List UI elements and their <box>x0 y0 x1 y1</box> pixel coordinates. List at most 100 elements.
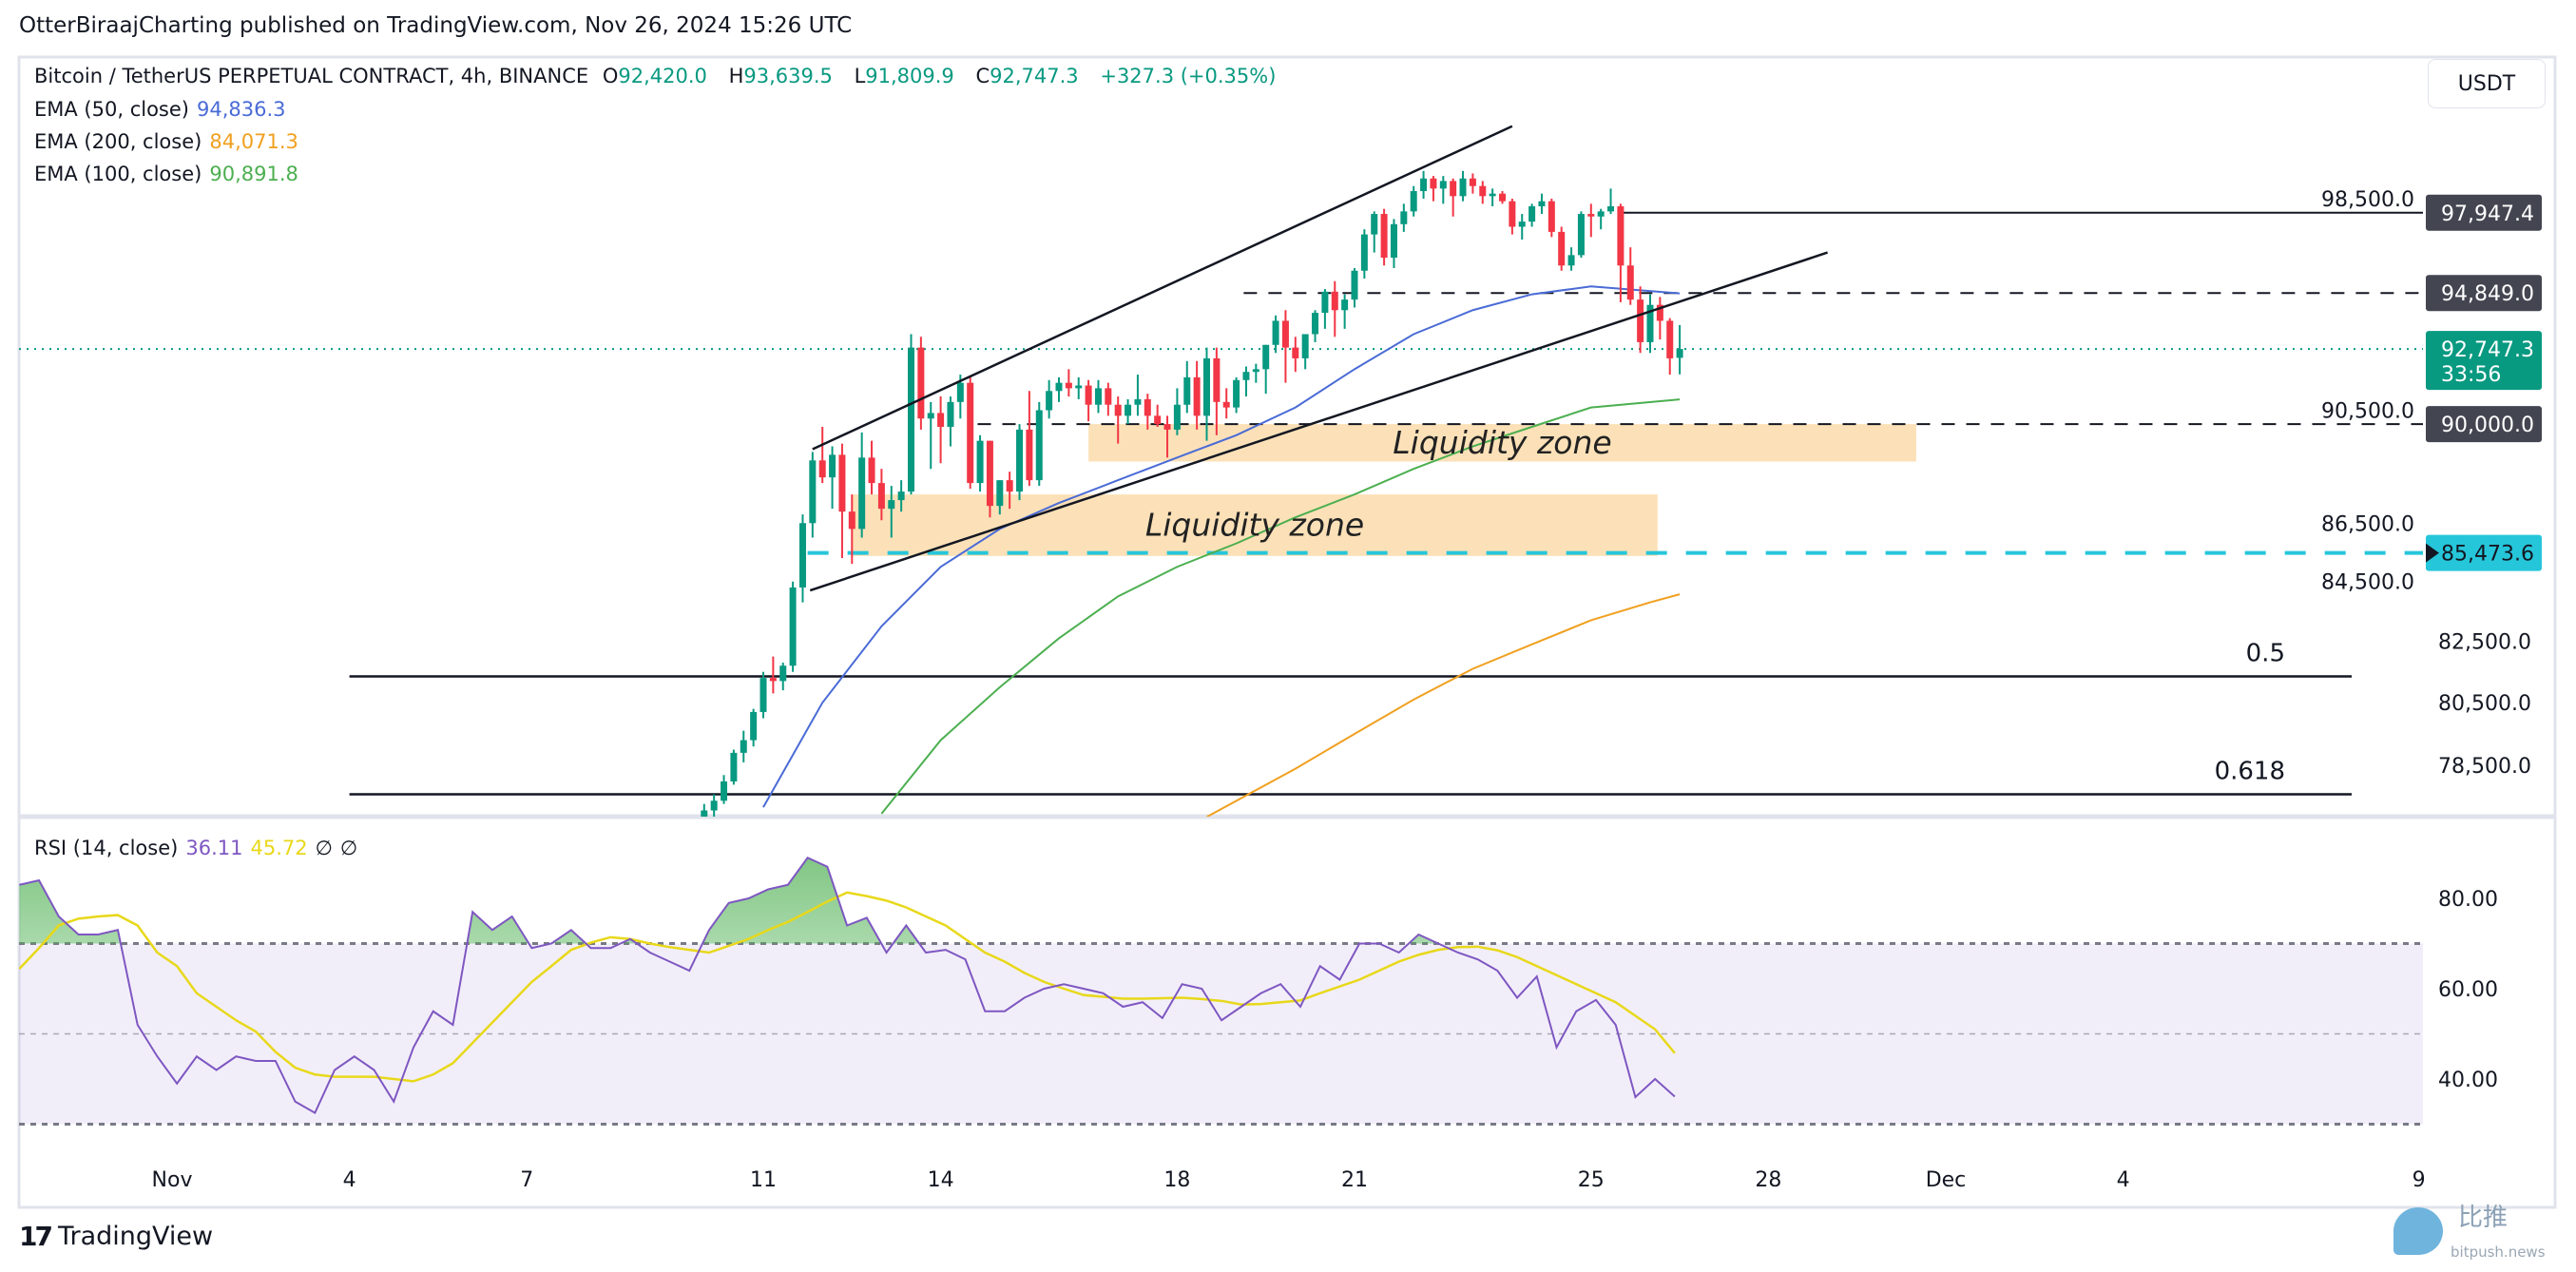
rsi-legend[interactable]: RSI (14, close) 36.11 45.72 ∅ ∅ <box>34 837 365 859</box>
candle-body <box>1676 349 1683 358</box>
candle <box>838 443 846 558</box>
tradingview-logo-icon: 𝟭𝟳 <box>19 1221 53 1252</box>
candle <box>937 396 945 464</box>
price-tick-label: 78,500.0 <box>2438 755 2531 779</box>
candle-body <box>1252 369 1259 373</box>
candle-body <box>1331 291 1338 311</box>
candle <box>1439 176 1447 204</box>
candle <box>710 794 718 817</box>
candle <box>1252 363 1259 383</box>
candle <box>1518 214 1526 241</box>
candle-body <box>947 401 954 427</box>
candle-body <box>1360 234 1368 271</box>
ema100-legend[interactable]: EMA (100, close) 90,891.8 <box>34 163 306 185</box>
candle <box>1203 347 1210 441</box>
candle <box>1420 170 1428 199</box>
candle <box>1558 226 1566 271</box>
liquidity-zone-label: Liquidity zone <box>1145 506 1364 543</box>
candle <box>1173 388 1181 435</box>
candle <box>1607 188 1615 215</box>
rsi-extra-1: ∅ <box>315 837 333 859</box>
fib-level-label: 0.5 <box>2246 640 2285 668</box>
candle-body <box>691 823 698 826</box>
price-label-box <box>2426 406 2542 443</box>
ema200-legend[interactable]: EMA (200, close) 84,071.3 <box>34 130 306 153</box>
bitpush-watermark: 比推 bitpush.news <box>2390 1204 2557 1268</box>
candle <box>1479 181 1487 204</box>
ema50-value: 94,836.3 <box>196 98 286 121</box>
tradingview-logo[interactable]: 𝟭𝟳 TradingView <box>19 1221 213 1252</box>
candle <box>779 663 787 691</box>
close-label: C <box>975 65 990 87</box>
candle-body <box>1292 347 1299 358</box>
candle-body <box>1094 388 1102 405</box>
candle <box>809 452 817 538</box>
time-tick-label: 4 <box>2117 1168 2130 1192</box>
candle <box>1567 247 1575 271</box>
candle <box>1617 203 1624 302</box>
liquidity-zone-2 <box>852 494 1658 556</box>
price-tick-label: 84,500.0 <box>2321 571 2414 595</box>
candle-body <box>1203 357 1210 416</box>
time-tick-label: 25 <box>1578 1168 1605 1192</box>
candle-body <box>1125 404 1132 416</box>
candle-body <box>789 587 797 666</box>
candle <box>1281 310 1289 383</box>
candle-body <box>1134 398 1142 405</box>
published-caption: OtterBiraajCharting published on Trading… <box>19 13 853 38</box>
candle-body <box>1617 206 1624 266</box>
bird-icon <box>2393 1207 2443 1255</box>
candle-body <box>1607 206 1615 212</box>
candle-body <box>1666 320 1674 358</box>
price-label-text: 92,747.3 <box>2441 338 2534 362</box>
price-tick-label: 80,500.0 <box>2438 692 2531 716</box>
candle <box>947 396 954 447</box>
open-value: 92,420.0 <box>618 65 707 87</box>
candle <box>996 480 1004 515</box>
candle <box>1341 294 1349 329</box>
candle <box>1233 376 1240 414</box>
candle-body <box>967 382 974 484</box>
candle-body <box>1626 265 1634 300</box>
price-label-text: 90,000.0 <box>2441 414 2534 437</box>
candle-body <box>1400 211 1408 224</box>
candle <box>750 708 758 747</box>
candle <box>740 730 747 762</box>
candle-body <box>1459 178 1467 197</box>
candle <box>1528 203 1536 227</box>
candle <box>1125 398 1132 425</box>
candle <box>1272 315 1279 354</box>
low-value: 91,809.9 <box>865 65 954 87</box>
candle-body <box>798 523 806 588</box>
candle <box>1292 337 1299 373</box>
candle <box>701 803 708 817</box>
time-tick-label: 14 <box>928 1168 954 1192</box>
candle <box>1509 199 1516 235</box>
candle <box>682 820 688 840</box>
candle-body <box>1597 211 1605 217</box>
countdown-label: 33:56 <box>2441 363 2501 387</box>
price-tick-label: 82,500.0 <box>2438 631 2531 655</box>
candle-body <box>1213 357 1221 402</box>
currency-button[interactable]: USDT <box>2428 59 2546 108</box>
candle-body <box>1321 291 1329 314</box>
candle-body <box>908 347 914 492</box>
rsi-value: 36.11 <box>185 837 243 859</box>
rsi-extra-2: ∅ <box>339 837 358 859</box>
candle-body <box>809 460 817 524</box>
price-tick-label: 90,500.0 <box>2321 400 2414 424</box>
candle-body <box>848 511 855 530</box>
candle <box>1331 280 1338 337</box>
ema50-legend[interactable]: EMA (50, close) 94,836.3 <box>34 98 294 121</box>
candle-body <box>917 347 925 419</box>
time-tick-label: 21 <box>1341 1168 1368 1192</box>
candle-body <box>779 665 787 682</box>
candle-body <box>1035 410 1043 481</box>
watermark-cn: 比推 <box>2458 1204 2509 1232</box>
price-label-box <box>2426 194 2542 231</box>
candle <box>1193 360 1201 430</box>
candle <box>1538 193 1546 215</box>
candle-body <box>888 500 895 510</box>
candle <box>1065 369 1072 397</box>
